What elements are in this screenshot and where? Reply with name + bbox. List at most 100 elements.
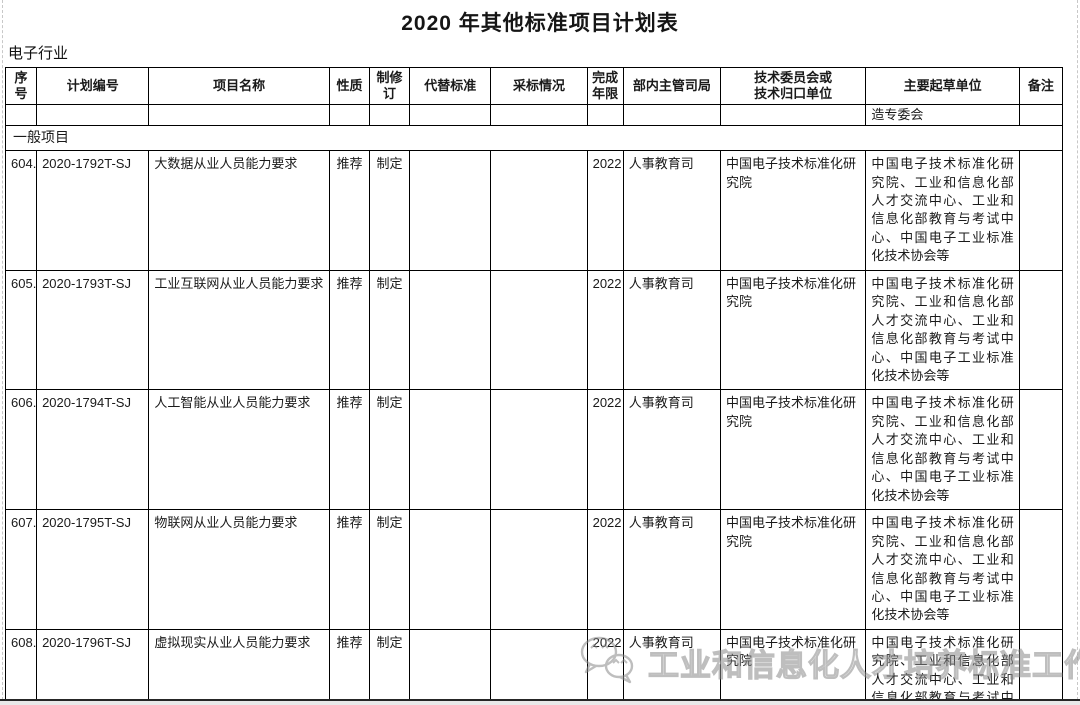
cell-drafters: 中国电子技术标准化研究院、工业和信息化部人才交流中心、工业和信息化部教育与考试中…	[865, 389, 1020, 511]
table-header-row: 序 号 计划编号 项目名称 性质 制修 订 代替标准 采标情况 完成 年限 部内…	[4, 67, 1064, 105]
cell-nature: 推荐	[328, 628, 371, 705]
cell-seq: 608.	[4, 628, 38, 705]
cell-dept	[622, 103, 721, 127]
cell-dept: 人事教育司	[622, 150, 721, 271]
cell-replaces	[409, 628, 492, 705]
cell-seq: 607.	[4, 509, 38, 630]
cell-revise: 制定	[368, 389, 411, 511]
cell-remark	[1018, 269, 1064, 391]
cell-year: 2022	[586, 150, 624, 271]
cell-year: 2022	[586, 628, 624, 705]
page-title: 2020 年其他标准项目计划表	[401, 12, 679, 35]
cell-plan-no: 2020-1796T-SJ	[36, 628, 150, 705]
cell-plan-no: 2020-1794T-SJ	[36, 389, 150, 511]
cell-seq: 606.	[4, 389, 38, 511]
column-header-seq: 序 号	[4, 67, 38, 105]
cell-drafters: 中国电子技术标准化研究院、工业和信息化部人才交流中心、工业和信息化部教育与考试中…	[865, 628, 1020, 705]
cell-committee: 中国电子技术标准化研究院	[719, 389, 867, 511]
cell-nature: 推荐	[328, 150, 371, 271]
cell-revise: 制定	[368, 628, 411, 705]
column-header-plan-no: 计划编号	[36, 67, 150, 105]
cell-committee: 中国电子技术标准化研究院	[719, 150, 867, 271]
page-margin-right	[1077, 0, 1078, 705]
cell-adoption	[490, 628, 588, 705]
cell-dept: 人事教育司	[622, 628, 721, 705]
cell-drafters: 中国电子技术标准化研究院、工业和信息化部人才交流中心、工业和信息化部教育与考试中…	[865, 269, 1020, 391]
cell-adoption	[490, 150, 588, 271]
cell-replaces	[409, 150, 492, 271]
cell-drafters: 中国电子技术标准化研究院、工业和信息化部人才交流中心、工业和信息化部教育与考试中…	[865, 509, 1020, 630]
table-row: 606. 2020-1794T-SJ 人工智能从业人员能力要求 推荐 制定 20…	[4, 389, 1064, 511]
cell-adoption	[490, 103, 588, 127]
industry-label: 电子行业	[8, 45, 69, 62]
cell-remark	[1018, 509, 1064, 630]
cell-year	[586, 103, 624, 127]
cell-plan-no	[36, 103, 150, 127]
cell-committee	[719, 103, 867, 127]
cell-revise: 制定	[368, 269, 411, 391]
table-row: 608. 2020-1796T-SJ 虚拟现实从业人员能力要求 推荐 制定 20…	[4, 628, 1064, 705]
plan-table: 序 号 计划编号 项目名称 性质 制修 订 代替标准 采标情况 完成 年限 部内…	[4, 67, 1064, 705]
column-header-adoption: 采标情况	[490, 67, 588, 105]
section-row: 一般项目	[5, 125, 1063, 152]
cell-replaces	[409, 509, 492, 630]
column-header-revise: 制修 订	[368, 67, 411, 105]
column-header-committee: 技术委员会或 技术归口单位	[719, 67, 867, 105]
column-header-year: 完成 年限	[586, 67, 624, 105]
cell-nature: 推荐	[328, 269, 371, 391]
cell-name: 大数据从业人员能力要求	[148, 150, 330, 271]
cell-revise: 制定	[368, 509, 411, 630]
cell-adoption	[490, 269, 588, 391]
section-label: 一般项目	[5, 125, 1063, 152]
cell-adoption	[490, 509, 588, 630]
cell-replaces	[409, 389, 492, 511]
table-row: 607. 2020-1795T-SJ 物联网从业人员能力要求 推荐 制定 202…	[4, 509, 1064, 630]
cell-year: 2022	[586, 269, 624, 391]
cell-committee: 中国电子技术标准化研究院	[719, 509, 867, 630]
cell-seq: 605.	[4, 269, 38, 391]
table-row: 605. 2020-1793T-SJ 工业互联网从业人员能力要求 推荐 制定 2…	[4, 269, 1064, 391]
cell-replaces	[409, 269, 492, 391]
column-header-drafters: 主要起草单位	[865, 67, 1020, 105]
cell-plan-no: 2020-1793T-SJ	[36, 269, 150, 391]
cell-dept: 人事教育司	[622, 509, 721, 630]
cell-year: 2022	[586, 509, 624, 630]
continuation-row: 造专委会	[4, 103, 1064, 127]
column-header-nature: 性质	[328, 67, 371, 105]
cell-committee: 中国电子技术标准化研究院	[719, 269, 867, 391]
column-header-name: 项目名称	[148, 67, 330, 105]
cell-drafters: 中国电子技术标准化研究院、工业和信息化部人才交流中心、工业和信息化部教育与考试中…	[865, 150, 1020, 271]
cell-revise: 制定	[368, 150, 411, 271]
table-row: 604. 2020-1792T-SJ 大数据从业人员能力要求 推荐 制定 202…	[4, 150, 1064, 271]
cell-name: 工业互联网从业人员能力要求	[148, 269, 330, 391]
cell-seq	[4, 103, 38, 127]
cell-name: 虚拟现实从业人员能力要求	[148, 628, 330, 705]
cell-adoption	[490, 389, 588, 511]
cell-name	[148, 103, 330, 127]
cell-revise	[368, 103, 411, 127]
cell-remark	[1018, 150, 1064, 271]
cell-committee: 中国电子技术标准化研究院	[719, 628, 867, 705]
column-header-replaces: 代替标准	[409, 67, 492, 105]
page-bottom-edge	[0, 699, 1080, 705]
cell-year: 2022	[586, 389, 624, 511]
cell-nature: 推荐	[328, 509, 371, 630]
cell-remark	[1018, 628, 1064, 705]
cell-nature	[328, 103, 371, 127]
cell-plan-no: 2020-1792T-SJ	[36, 150, 150, 271]
cell-drafters: 造专委会	[865, 103, 1020, 127]
cell-seq: 604.	[4, 150, 38, 271]
cell-plan-no: 2020-1795T-SJ	[36, 509, 150, 630]
column-header-remark: 备注	[1018, 67, 1064, 105]
cell-remark	[1018, 103, 1064, 127]
cell-replaces	[409, 103, 492, 127]
cell-name: 物联网从业人员能力要求	[148, 509, 330, 630]
cell-remark	[1018, 389, 1064, 511]
column-header-dept: 部内主管司局	[622, 67, 721, 105]
cell-nature: 推荐	[328, 389, 371, 511]
cell-name: 人工智能从业人员能力要求	[148, 389, 330, 511]
cell-dept: 人事教育司	[622, 389, 721, 511]
cell-dept: 人事教育司	[622, 269, 721, 391]
page-margin-left	[2, 0, 3, 705]
